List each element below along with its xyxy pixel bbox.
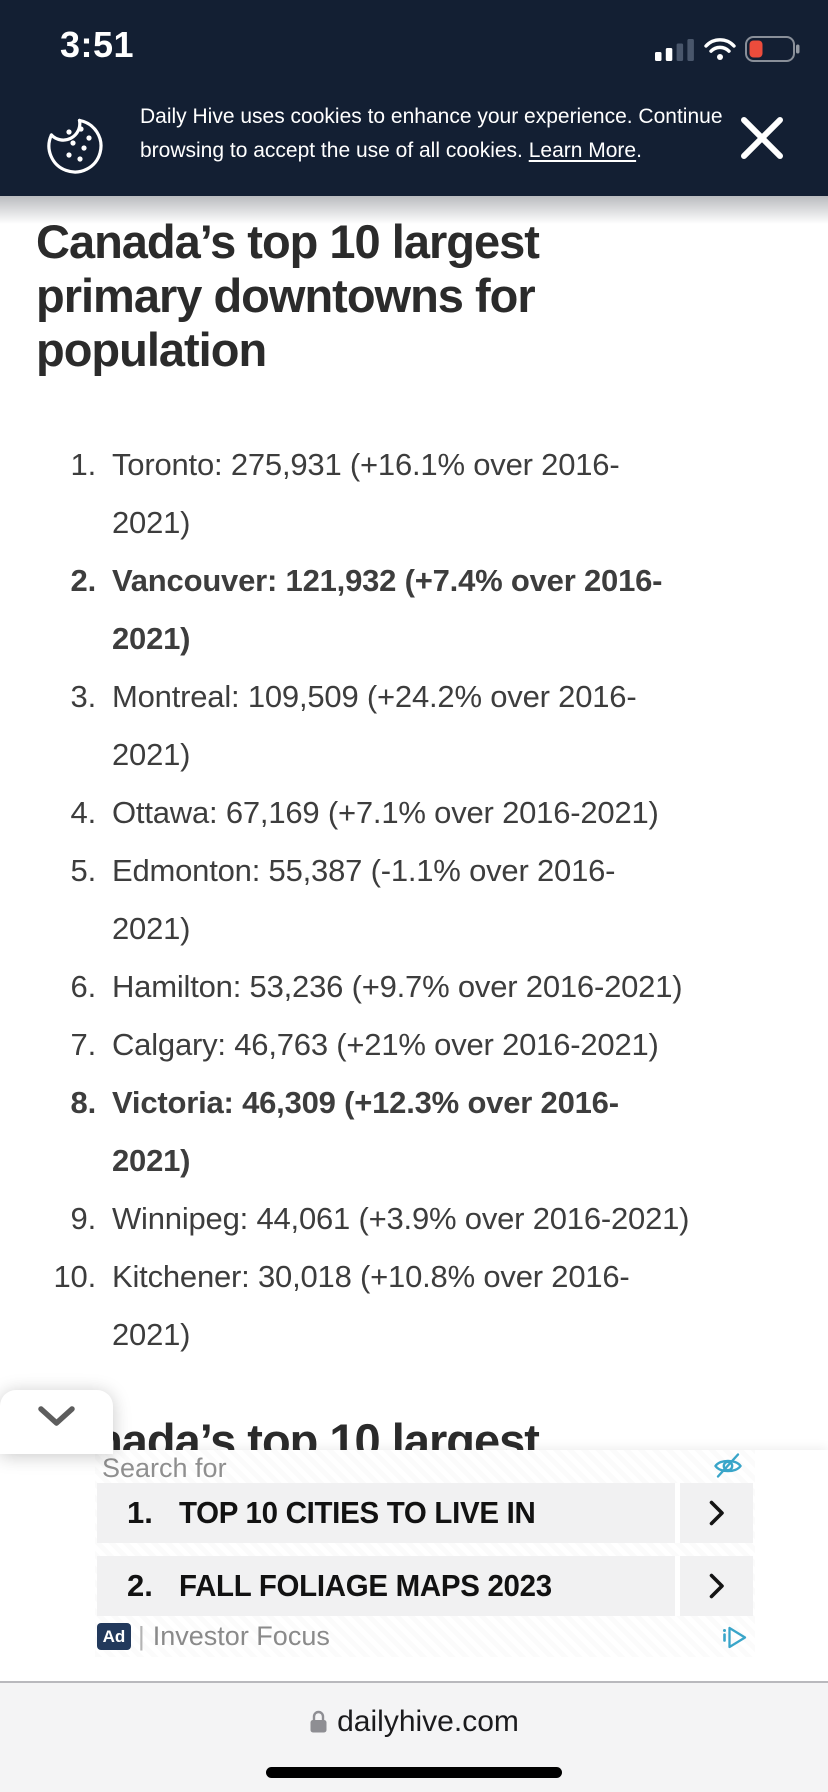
url-text: dailyhive.com <box>337 1705 519 1738</box>
list-item-text: Kitchener: 30,018 (+10.8% over 2016-2021… <box>112 1259 630 1352</box>
chevron-right-icon <box>709 1500 724 1526</box>
ad-suggestion-rank: 2. <box>127 1568 153 1603</box>
list-item: 9. Winnipeg: 44,061 (+3.9% over 2016-2021… <box>36 1190 776 1248</box>
page-title: Canada’s top 10 largest primary downtown… <box>36 215 540 376</box>
list-item: 7. Calgary: 46,763 (+21% over 2016-2021) <box>36 1016 776 1074</box>
hide-ad-button[interactable] <box>713 1452 745 1479</box>
ad-creative: Search for 1. TOP 10 CITIES TO LIVE IN 2… <box>95 1450 755 1657</box>
list-item-text: Toronto: 275,931 (+16.1% over 2016-2021) <box>112 447 620 540</box>
status-and-cookie-banner: 3:51 <box>0 0 828 196</box>
learn-more-link[interactable]: Learn More <box>528 139 637 162</box>
ad-suggestion-label: TOP 10 CITIES TO LIVE IN <box>178 1495 536 1530</box>
ad-suggestion-arrow[interactable] <box>675 1556 753 1616</box>
list-item-text: Victoria: 46,309 (+12.3% over 2016-2021) <box>112 1085 619 1178</box>
list-item: 8. Victoria: 46,309 (+12.3% over 2016-202… <box>36 1074 776 1190</box>
ad-overlay: Search for 1. TOP 10 CITIES TO LIVE IN 2… <box>0 1450 828 1681</box>
adchoices-icon <box>723 1626 747 1649</box>
ad-attribution: Ad | Investor Focus <box>97 1620 753 1653</box>
chevron-right-icon <box>709 1573 724 1599</box>
ad-advertiser: Investor Focus <box>152 1621 330 1651</box>
list-item-text: Edmonton: 55,387 (-1.1% over 2016-2021) <box>112 853 616 946</box>
list-item-rank: 1. <box>70 447 97 482</box>
battery-icon <box>745 36 800 67</box>
collapse-ad-button[interactable] <box>0 1390 113 1454</box>
ad-suggestion-row-1[interactable]: 1. TOP 10 CITIES TO LIVE IN <box>97 1483 753 1543</box>
list-item: 10. Kitchener: 30,018 (+10.8% over 2016-2… <box>36 1248 776 1364</box>
wifi-icon <box>704 37 736 66</box>
cellular-signal-icon <box>655 37 695 66</box>
status-icons <box>655 36 800 67</box>
list-item: 5. Edmonton: 55,387 (-1.1% over 2016-2021… <box>36 842 776 958</box>
list-item-text: Vancouver: 121,932 (+7.4% over 2016-2021… <box>112 563 663 656</box>
lock-icon <box>310 1710 327 1733</box>
list-item-text: Hamilton: 53,236 (+9.7% over 2016-2021) <box>112 969 683 1004</box>
ad-separator: | <box>138 1621 145 1651</box>
ad-search-label: Search for <box>102 1453 227 1483</box>
list-item: 3. Montreal: 109,509 (+24.2% over 2016-20… <box>36 668 776 784</box>
list-item-rank: 3. <box>70 679 97 714</box>
list-item-text: Montreal: 109,509 (+24.2% over 2016-2021… <box>112 679 637 772</box>
list-item-text: Calgary: 46,763 (+21% over 2016-2021) <box>112 1027 659 1062</box>
cookie-message: Daily Hive uses cookies to enhance your … <box>140 100 755 168</box>
repeated-article-title: Canada’s top 10 largest primary downtown… <box>36 1414 540 1454</box>
list-item-rank: 2. <box>70 563 97 598</box>
url-bar[interactable]: dailyhive.com <box>0 1705 828 1739</box>
list-item-rank: 8. <box>70 1085 97 1120</box>
list-item-rank: 5. <box>70 853 97 888</box>
time-display: 3:51 <box>60 24 135 65</box>
close-icon <box>741 117 783 159</box>
list-item-rank: 4. <box>70 795 97 830</box>
list-item: 4. Ottawa: 67,169 (+7.1% over 2016-2021) <box>36 784 776 842</box>
banner-shadow <box>0 196 828 224</box>
list-item-rank: 6. <box>70 969 97 1004</box>
cookie-message-suffix: . <box>636 139 642 162</box>
browser-bottom-bar: dailyhive.com <box>0 1681 828 1792</box>
ad-suggestion-arrow[interactable] <box>675 1483 753 1543</box>
list-item: 1. Toronto: 275,931 (+16.1% over 2016-202… <box>36 436 776 552</box>
list-item: 6. Hamilton: 53,236 (+9.7% over 2016-2021… <box>36 958 776 1016</box>
ad-badge: Ad <box>97 1623 131 1650</box>
ad-suggestion-label: FALL FOLIAGE MAPS 2023 <box>178 1568 552 1603</box>
chevron-down-icon <box>38 1406 75 1426</box>
list-item-text: Winnipeg: 44,061 (+3.9% over 2016-2021) <box>112 1201 690 1236</box>
eye-slash-icon <box>714 1453 742 1478</box>
list-item-text: Ottawa: 67,169 (+7.1% over 2016-2021) <box>112 795 659 830</box>
list-item-rank: 7. <box>70 1027 97 1062</box>
adchoices-button[interactable] <box>721 1622 749 1652</box>
home-indicator[interactable] <box>266 1767 562 1778</box>
cookie-icon <box>42 110 108 181</box>
list-item: 2. Vancouver: 121,932 (+7.4% over 2016-20… <box>36 552 776 668</box>
ad-suggestion-row-2[interactable]: 2. FALL FOLIAGE MAPS 2023 <box>97 1556 753 1616</box>
cookie-message-text: Daily Hive uses cookies to enhance your … <box>140 105 723 162</box>
downtown-population-list: 1. Toronto: 275,931 (+16.1% over 2016-202… <box>36 436 776 1364</box>
ad-suggestion-rank: 1. <box>127 1495 153 1530</box>
list-item-rank: 10. <box>53 1259 97 1294</box>
list-item-rank: 9. <box>70 1201 97 1236</box>
close-cookie-button[interactable] <box>738 114 786 162</box>
